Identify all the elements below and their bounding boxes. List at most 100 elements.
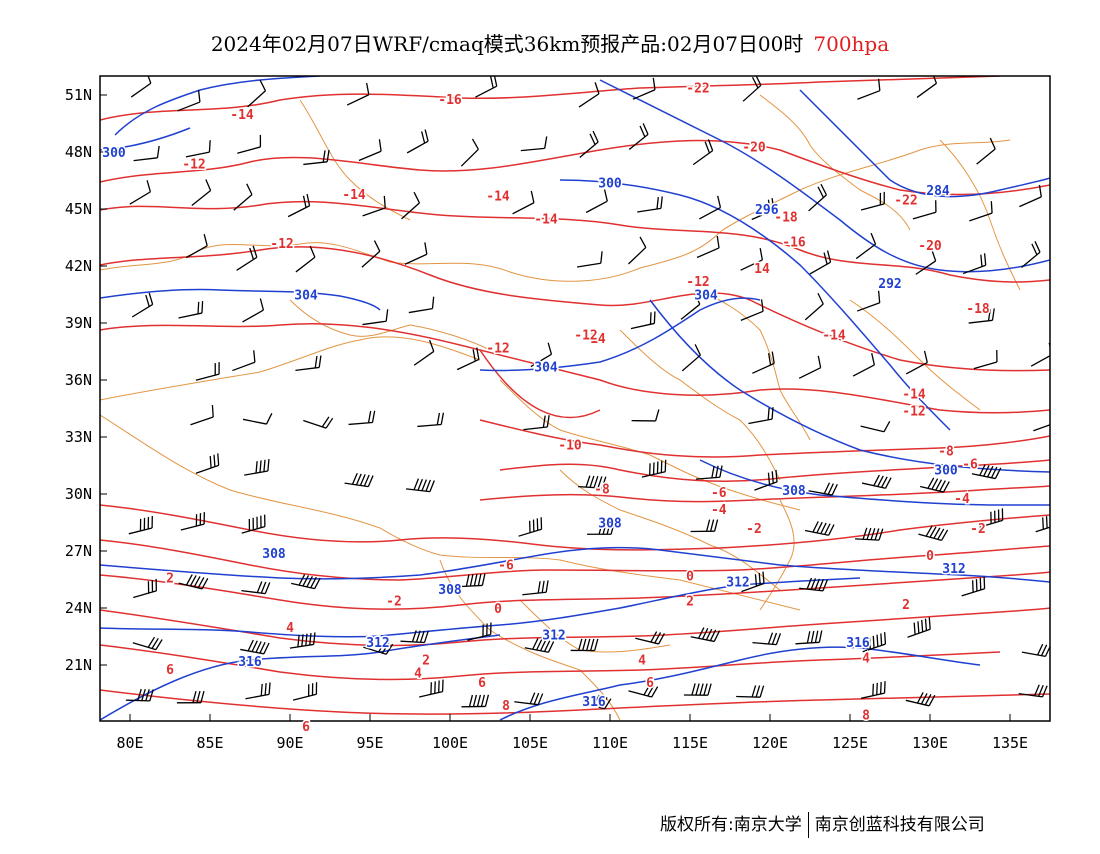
temperature-contour-label: -12 [902,404,925,419]
wind-barb [699,196,720,219]
wind-barb [908,617,931,637]
temperature-contour-label: -20 [742,140,766,155]
wind-barb [691,628,720,642]
temperature-contour-label: -2 [386,594,402,609]
lon-tick-label: 130E [912,734,948,752]
lon-tick-label: 110E [592,734,628,752]
temperature-contour-label: -6 [962,458,978,473]
wind-barb [186,234,207,257]
wind-barb [571,639,598,651]
height-contour-label: 308 [598,517,622,532]
copyright-company: 南京创蓝科技有限公司 [815,815,985,835]
wind-barb [296,246,315,272]
temperature-contour-label: 6 [646,676,654,691]
wind-barb [918,526,947,541]
wind-barb [133,579,156,598]
wind-barb [861,421,890,432]
height-contour-label: 312 [726,575,749,590]
lat-tick-label: 24N [65,599,92,617]
temperature-contour-label: 8 [862,708,870,723]
temperature-contour-label: 2 [686,594,694,609]
temperature-contour-label: 6 [166,663,174,678]
temperature-contour-label: 2 [166,572,174,587]
lon-tick-label: 120E [752,734,788,752]
wind-barb [345,473,373,486]
wind-barb [743,75,761,102]
lat-tick-label: 33N [65,428,92,446]
temperature-contour-label: 4 [862,651,870,666]
temperature-contour-label: -4 [954,492,970,507]
lat-tick-label: 42N [65,257,92,275]
height-contour-label: 304 [694,289,718,304]
wind-barb [693,139,712,164]
height-contour-label: 304 [294,289,318,304]
height-contour-label: 316 [238,655,262,670]
wind-barb [963,253,986,273]
wind-barb [291,575,320,589]
temperature-contour-label: 4 [286,621,294,636]
wind-barb [805,293,823,320]
wind-barb [467,623,491,641]
wind-barb [196,453,219,473]
wind-barb [519,517,542,536]
wind-barb [799,356,820,378]
lat-tick-label: 51N [65,86,92,104]
wind-barb [1031,343,1052,366]
temperature-contour-label: -22 [686,81,709,96]
wind-barb [295,356,320,371]
lat-tick-label: 39N [65,314,92,332]
height-contour-label: 284 [926,184,950,199]
wind-barb [133,637,162,650]
wind-barb [1022,644,1051,656]
wind-barb [407,130,428,153]
wind-barb [736,685,763,697]
wind-barb [181,512,204,530]
height-contour-label: 296 [755,203,779,218]
wind-barb [969,201,992,221]
wind-barb [856,233,875,258]
temperature-contour-label: -2 [970,522,986,537]
wind-barb [857,291,880,311]
wind-barb [522,580,548,594]
temperature-contour-label: -22 [894,194,917,209]
height-contour-label: 300 [934,463,958,478]
temperature-contour-label: -14 [486,190,510,205]
wind-barb [409,297,434,313]
wind-barb [521,137,547,151]
wind-barb [132,293,152,317]
wind-barb [406,479,434,492]
temperature-contour-label: 2 [902,598,910,613]
lat-tick-label: 27N [65,542,92,560]
lon-tick-label: 125E [832,734,868,752]
wind-barb [857,79,879,99]
temperature-contour-label: 0 [926,549,934,564]
wind-barb [178,301,202,318]
temperature-contour-label: 6 [478,676,486,691]
wind-barb [186,140,210,157]
height-contour-label: 316 [582,695,606,710]
wind-barb [192,180,211,206]
wind-barb [962,577,985,596]
wind-barb [237,135,260,153]
wind-barb [129,516,152,534]
lon-tick-label: 80E [116,734,143,752]
temperature-contour-label: 0 [686,570,694,585]
lat-tick-label: 21N [65,656,92,674]
wind-barb [240,640,269,654]
wind-barb [752,633,780,645]
temperature-contour-label: -16 [782,235,806,250]
wind-barb [906,692,935,705]
wind-barb [417,413,443,427]
wind-barb [243,299,264,322]
wind-barb [809,483,838,495]
wind-barb [795,631,821,644]
lat-tick-label: 30N [65,485,92,503]
wind-barb [349,411,375,425]
height-contour-label: 300 [102,146,126,161]
wind-barb [362,309,387,324]
wind-barb [414,340,434,365]
wind-barb [242,515,265,534]
wind-barb [461,139,478,166]
temperature-contour-label: -18 [966,302,990,317]
